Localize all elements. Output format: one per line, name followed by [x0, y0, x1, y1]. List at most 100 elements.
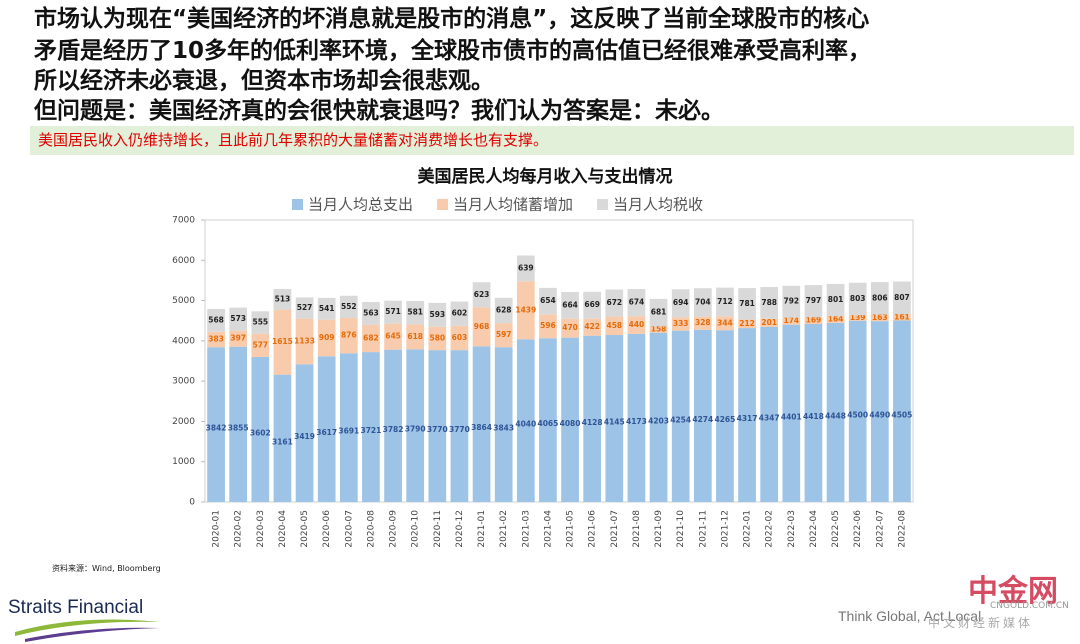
data-label: 4265: [715, 415, 736, 424]
bar-segment: [671, 330, 690, 502]
bar-segment: [627, 316, 646, 334]
x-tick-label: 2020-10: [411, 510, 421, 548]
data-label: 212: [739, 319, 755, 328]
data-label: 593: [429, 310, 445, 319]
bar-segment: [494, 347, 513, 502]
x-tick-label: 2020-05: [300, 510, 310, 548]
data-label: 3770: [427, 425, 448, 434]
data-label: 4254: [670, 415, 691, 424]
data-label: 568: [208, 315, 224, 324]
bar-segment: [207, 331, 225, 348]
x-tick-label: 2021-03: [521, 510, 531, 548]
bar-segment: [826, 322, 845, 502]
data-label: 792: [783, 297, 799, 306]
data-label: 596: [540, 321, 556, 330]
x-tick-label: 2021-02: [499, 510, 509, 548]
bar-segment: [848, 282, 867, 316]
bar-segment: [317, 356, 336, 502]
header-line: 所以经济未必衰退，但资本市场却会很悲观。: [34, 68, 494, 94]
data-label: 4418: [803, 412, 824, 421]
data-label: 3855: [228, 423, 249, 432]
bar-segment: [561, 337, 579, 502]
bar-segment: [804, 285, 823, 318]
bar-segment: [472, 282, 491, 308]
y-tick-label: 6000: [172, 256, 195, 266]
data-label: 876: [341, 331, 357, 340]
data-label: 654: [540, 296, 556, 305]
data-label: 4128: [582, 418, 603, 427]
bar-segment: [826, 283, 845, 317]
data-label: 618: [407, 332, 423, 341]
data-label: 4317: [737, 414, 758, 423]
bar-segment: [649, 326, 668, 333]
data-label: 571: [385, 307, 401, 316]
data-label: 623: [474, 290, 490, 299]
x-tick-label: 2021-10: [676, 510, 686, 548]
bar-segment: [716, 287, 734, 317]
x-tick-label: 2021-05: [566, 510, 576, 548]
data-label: 4080: [560, 419, 581, 428]
x-tick-label: 2021-04: [543, 510, 553, 548]
x-tick-label: 2021-09: [654, 510, 664, 548]
data-label: 158: [651, 324, 667, 333]
bar-segment: [848, 315, 867, 321]
x-tick-label: 2022-06: [853, 510, 863, 548]
data-label: 555: [252, 317, 268, 326]
data-label: 328: [695, 318, 711, 327]
header-line: 市场认为现在“美国经济的坏消息就是股市的消息”，这反映了当前全球股市的核心: [34, 6, 870, 32]
bar-segment: [317, 297, 336, 320]
data-label: 161: [894, 312, 910, 321]
bar-segment: [472, 346, 491, 502]
bar-segment: [649, 332, 668, 502]
y-tick-label: 1000: [172, 457, 195, 467]
bar-segment: [760, 287, 779, 319]
data-label: 422: [584, 322, 600, 331]
x-tick-label: 2021-06: [588, 510, 598, 548]
bar-segment: [339, 318, 358, 354]
x-tick-label: 2022-08: [897, 510, 907, 548]
bar-segment: [561, 291, 579, 319]
data-label: 397: [230, 334, 246, 343]
bar-segment: [738, 328, 756, 502]
data-label: 581: [407, 308, 423, 317]
x-tick-label: 2021-12: [720, 510, 730, 548]
data-label: 597: [496, 330, 512, 339]
x-tick-label: 2020-02: [234, 510, 244, 548]
data-label: 163: [872, 313, 888, 322]
bar-segment: [693, 316, 712, 330]
bar-segment: [782, 317, 801, 325]
data-label: 704: [695, 297, 711, 306]
data-label: 4448: [825, 411, 846, 420]
watermark: 中金网: [968, 574, 1058, 609]
data-label: 4274: [692, 415, 713, 424]
chart-title: 美国居民人均每月收入与支出情况: [418, 166, 673, 187]
bar-segment: [693, 329, 712, 502]
data-label: 4040: [515, 420, 536, 429]
slogan: Think Global, Act Local: [838, 608, 982, 624]
watermark-url: CNGOLD.COM.CN: [990, 601, 1069, 611]
data-label: 3691: [338, 427, 359, 436]
x-tick-label: 2022-05: [831, 510, 841, 548]
data-label: 639: [518, 263, 534, 272]
data-label: 4505: [892, 410, 913, 419]
data-label: 4145: [604, 418, 625, 427]
bar-segment: [516, 339, 535, 502]
bar-segment: [207, 308, 225, 332]
data-label: 807: [894, 293, 910, 302]
data-label: 344: [717, 318, 733, 327]
data-label: 3770: [449, 425, 470, 434]
data-label: 1615: [272, 337, 293, 346]
bar-segment: [406, 324, 425, 350]
data-label: 458: [606, 321, 622, 330]
data-label: 968: [474, 322, 490, 331]
bar-segment: [229, 307, 248, 331]
bar-segment: [494, 323, 513, 348]
bar-segment: [273, 288, 292, 310]
bar-segment: [870, 314, 889, 322]
data-label: 541: [319, 304, 335, 313]
bar-segment: [229, 330, 248, 347]
bar-segment: [339, 295, 358, 319]
bar-segment: [450, 350, 469, 502]
bar-segment: [583, 335, 602, 502]
